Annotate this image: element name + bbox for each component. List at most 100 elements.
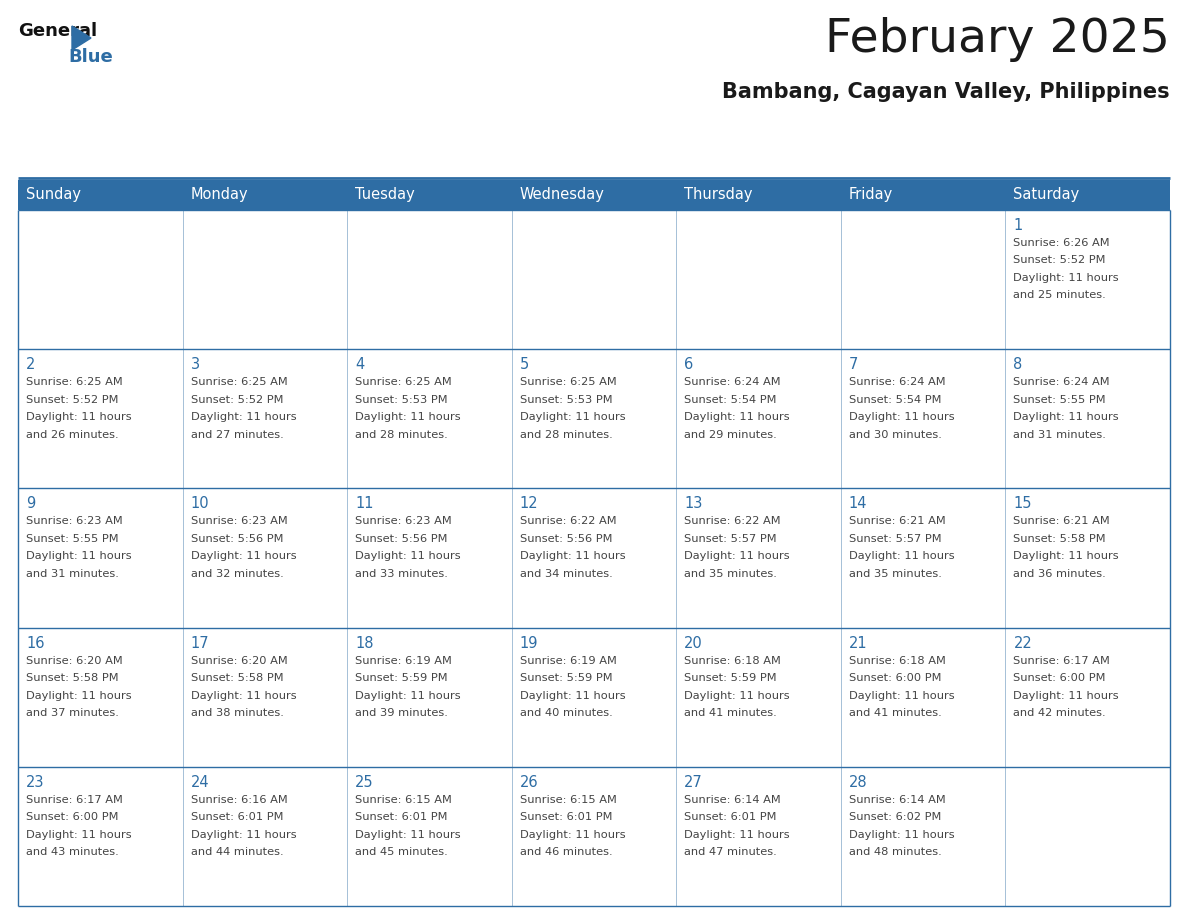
Bar: [512, 180, 676, 210]
Text: and 43 minutes.: and 43 minutes.: [26, 847, 119, 857]
Text: 8: 8: [1013, 357, 1023, 372]
Text: Thursday: Thursday: [684, 187, 753, 203]
Text: Daylight: 11 hours: Daylight: 11 hours: [355, 830, 461, 840]
Bar: [347, 767, 512, 906]
Text: 22: 22: [1013, 635, 1032, 651]
Bar: [676, 767, 841, 906]
Text: Sunrise: 6:23 AM: Sunrise: 6:23 AM: [190, 517, 287, 526]
Bar: [183, 488, 347, 628]
Text: Sunset: 5:59 PM: Sunset: 5:59 PM: [519, 673, 612, 683]
Text: and 40 minutes.: and 40 minutes.: [519, 708, 613, 718]
Bar: [512, 210, 676, 349]
Bar: [183, 180, 347, 210]
Text: Sunset: 5:57 PM: Sunset: 5:57 PM: [849, 534, 941, 543]
Text: Daylight: 11 hours: Daylight: 11 hours: [684, 690, 790, 700]
Text: and 31 minutes.: and 31 minutes.: [1013, 430, 1106, 440]
Bar: [183, 628, 347, 767]
Text: Sunset: 6:00 PM: Sunset: 6:00 PM: [26, 812, 119, 823]
Text: 10: 10: [190, 497, 209, 511]
Text: and 28 minutes.: and 28 minutes.: [355, 430, 448, 440]
Text: and 39 minutes.: and 39 minutes.: [355, 708, 448, 718]
Text: 15: 15: [1013, 497, 1032, 511]
Text: 3: 3: [190, 357, 200, 372]
Bar: [347, 210, 512, 349]
Text: Sunset: 5:59 PM: Sunset: 5:59 PM: [684, 673, 777, 683]
Text: and 30 minutes.: and 30 minutes.: [849, 430, 942, 440]
Text: Sunrise: 6:15 AM: Sunrise: 6:15 AM: [519, 795, 617, 805]
Bar: [1005, 628, 1170, 767]
Text: 17: 17: [190, 635, 209, 651]
Text: 4: 4: [355, 357, 365, 372]
Text: Daylight: 11 hours: Daylight: 11 hours: [190, 412, 296, 422]
Bar: [18, 488, 183, 628]
Text: Sunrise: 6:25 AM: Sunrise: 6:25 AM: [519, 377, 617, 387]
Bar: [347, 180, 512, 210]
Text: and 31 minutes.: and 31 minutes.: [26, 569, 119, 579]
Text: 18: 18: [355, 635, 374, 651]
Text: Sunset: 5:53 PM: Sunset: 5:53 PM: [355, 395, 448, 405]
Bar: [18, 628, 183, 767]
Text: Sunrise: 6:15 AM: Sunrise: 6:15 AM: [355, 795, 451, 805]
Text: Sunset: 5:56 PM: Sunset: 5:56 PM: [519, 534, 612, 543]
Text: and 35 minutes.: and 35 minutes.: [849, 569, 942, 579]
Text: and 42 minutes.: and 42 minutes.: [1013, 708, 1106, 718]
Text: Daylight: 11 hours: Daylight: 11 hours: [684, 412, 790, 422]
Text: and 41 minutes.: and 41 minutes.: [684, 708, 777, 718]
Text: Sunset: 5:56 PM: Sunset: 5:56 PM: [355, 534, 448, 543]
Text: Sunrise: 6:18 AM: Sunrise: 6:18 AM: [849, 655, 946, 666]
Text: Sunrise: 6:25 AM: Sunrise: 6:25 AM: [355, 377, 451, 387]
Text: Daylight: 11 hours: Daylight: 11 hours: [1013, 552, 1119, 562]
Text: Bambang, Cagayan Valley, Philippines: Bambang, Cagayan Valley, Philippines: [722, 82, 1170, 102]
Text: Sunset: 5:58 PM: Sunset: 5:58 PM: [1013, 534, 1106, 543]
Text: Daylight: 11 hours: Daylight: 11 hours: [684, 830, 790, 840]
Bar: [841, 488, 1005, 628]
Text: and 37 minutes.: and 37 minutes.: [26, 708, 119, 718]
Text: and 32 minutes.: and 32 minutes.: [190, 569, 283, 579]
Text: and 29 minutes.: and 29 minutes.: [684, 430, 777, 440]
Text: Daylight: 11 hours: Daylight: 11 hours: [519, 830, 625, 840]
Bar: [183, 767, 347, 906]
Text: Sunrise: 6:17 AM: Sunrise: 6:17 AM: [1013, 655, 1111, 666]
Text: Daylight: 11 hours: Daylight: 11 hours: [26, 690, 132, 700]
Text: 11: 11: [355, 497, 374, 511]
Text: and 28 minutes.: and 28 minutes.: [519, 430, 613, 440]
Text: Sunrise: 6:26 AM: Sunrise: 6:26 AM: [1013, 238, 1110, 248]
Text: and 47 minutes.: and 47 minutes.: [684, 847, 777, 857]
Text: Sunrise: 6:22 AM: Sunrise: 6:22 AM: [684, 517, 781, 526]
Text: Sunset: 6:00 PM: Sunset: 6:00 PM: [849, 673, 941, 683]
Text: Sunrise: 6:25 AM: Sunrise: 6:25 AM: [26, 377, 122, 387]
Bar: [841, 180, 1005, 210]
Bar: [676, 488, 841, 628]
Bar: [1005, 488, 1170, 628]
Bar: [18, 767, 183, 906]
Text: 12: 12: [519, 497, 538, 511]
Text: and 38 minutes.: and 38 minutes.: [190, 708, 284, 718]
Text: 25: 25: [355, 775, 374, 789]
Text: Sunset: 5:58 PM: Sunset: 5:58 PM: [190, 673, 283, 683]
Text: Daylight: 11 hours: Daylight: 11 hours: [1013, 690, 1119, 700]
Text: and 36 minutes.: and 36 minutes.: [1013, 569, 1106, 579]
Bar: [841, 628, 1005, 767]
Text: Wednesday: Wednesday: [519, 187, 605, 203]
Text: Sunrise: 6:19 AM: Sunrise: 6:19 AM: [519, 655, 617, 666]
Text: Sunrise: 6:17 AM: Sunrise: 6:17 AM: [26, 795, 122, 805]
Text: Sunset: 6:02 PM: Sunset: 6:02 PM: [849, 812, 941, 823]
Text: and 45 minutes.: and 45 minutes.: [355, 847, 448, 857]
Text: Daylight: 11 hours: Daylight: 11 hours: [190, 690, 296, 700]
Text: Daylight: 11 hours: Daylight: 11 hours: [849, 552, 954, 562]
Text: Daylight: 11 hours: Daylight: 11 hours: [519, 412, 625, 422]
Text: Daylight: 11 hours: Daylight: 11 hours: [26, 552, 132, 562]
Text: Sunday: Sunday: [26, 187, 81, 203]
Bar: [347, 628, 512, 767]
Bar: [1005, 210, 1170, 349]
Text: 16: 16: [26, 635, 44, 651]
Bar: [18, 210, 183, 349]
Text: Sunrise: 6:23 AM: Sunrise: 6:23 AM: [355, 517, 451, 526]
Bar: [512, 767, 676, 906]
Text: Sunrise: 6:25 AM: Sunrise: 6:25 AM: [190, 377, 287, 387]
Text: Sunrise: 6:21 AM: Sunrise: 6:21 AM: [849, 517, 946, 526]
Text: Sunset: 5:55 PM: Sunset: 5:55 PM: [1013, 395, 1106, 405]
Bar: [347, 349, 512, 488]
Text: and 46 minutes.: and 46 minutes.: [519, 847, 612, 857]
Text: February 2025: February 2025: [826, 17, 1170, 62]
